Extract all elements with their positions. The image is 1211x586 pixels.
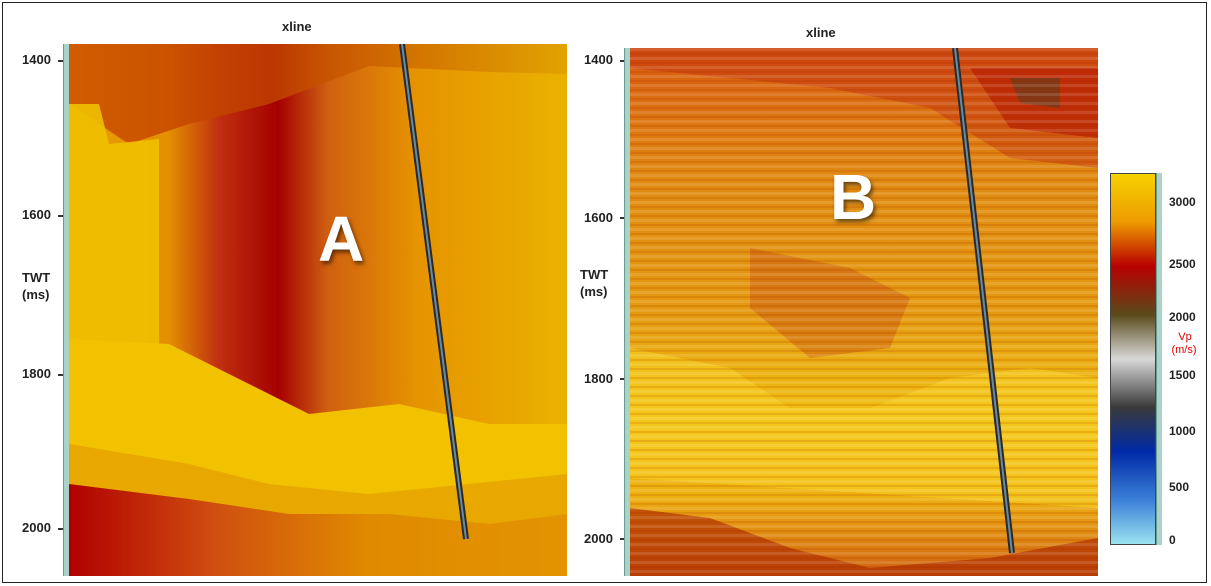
panel-b-ytick-1400: 1400 [584, 52, 613, 67]
colorbar-unit-vp: Vp [1178, 331, 1192, 343]
panel-a-ytick-1800: 1800 [22, 366, 51, 381]
panel-a-velocity-section [69, 44, 567, 576]
colorbar-tick-1500: 1500 [1169, 368, 1196, 382]
colorbar-tick-500: 500 [1169, 480, 1190, 494]
panel-b-ytick-1800: 1800 [584, 371, 613, 386]
panel-b-tick [620, 217, 626, 219]
colorbar-tick-1000: 1000 [1169, 424, 1196, 438]
colorbar [1110, 173, 1156, 545]
panel-b-ylabel-ms: (ms) [580, 284, 608, 299]
colorbar-unit-ms: (m/s) [1171, 344, 1197, 356]
panel-b-letter: B [830, 161, 877, 233]
panel-a-axis-bar [63, 44, 69, 576]
panel-a-ylabel-twt: TWT [22, 270, 51, 285]
panel-a-tick [58, 60, 64, 62]
colorbar-axis-bar [1156, 173, 1162, 545]
panel-a-letter: A [318, 203, 365, 275]
panel-a-ytick-2000: 2000 [22, 520, 51, 535]
panel-b-tick [620, 378, 626, 380]
panel-b-title: xline [806, 25, 836, 40]
colorbar-tick-3000: 3000 [1169, 195, 1196, 209]
colorbar-tick-2000: 2000 [1169, 310, 1196, 324]
panel-b-ytick-1600: 1600 [584, 210, 613, 225]
panel-a-tick [58, 215, 64, 217]
panel-a-ytick-1600: 1600 [22, 207, 51, 222]
panel-b-tick [620, 60, 626, 62]
panel-a-tick [58, 528, 64, 530]
panel-a-title: xline [282, 19, 312, 34]
panel-a-ylabel-ms: (ms) [22, 287, 50, 302]
panel-a-tick [58, 374, 64, 376]
colorbar-tick-2500: 2500 [1169, 257, 1196, 271]
panel-b-axis-bar [624, 48, 630, 576]
panel-b-tick [620, 538, 626, 540]
panel-a-ytick-1400: 1400 [22, 52, 51, 67]
panel-b-ylabel-twt: TWT [580, 267, 609, 282]
panel-b-velocity-section [630, 48, 1098, 576]
panel-b-ytick-2000: 2000 [584, 531, 613, 546]
colorbar-tick-0: 0 [1169, 533, 1176, 547]
